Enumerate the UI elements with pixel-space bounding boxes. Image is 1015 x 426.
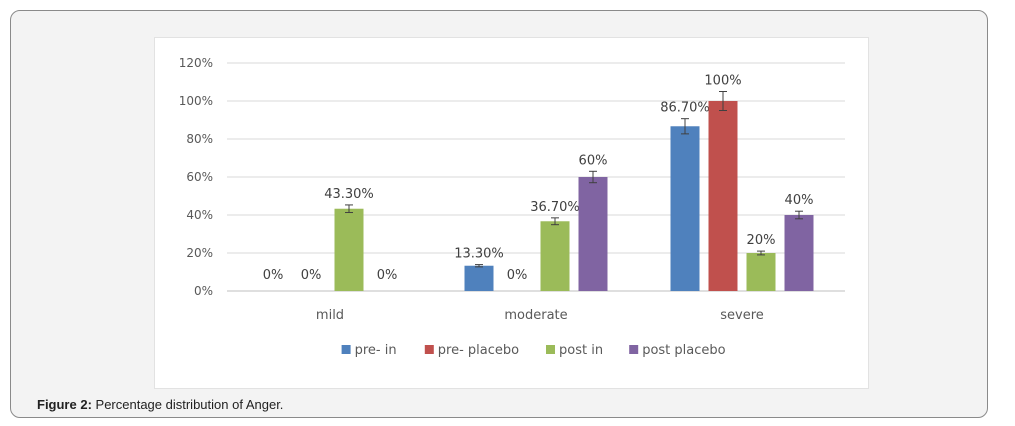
figure-caption: Figure 2: Percentage distribution of Ang…: [37, 397, 283, 412]
chart-area: 0% 20% 40% 60% 80% 100% 120% 0% 0% 43.30% 0% mild 13…: [154, 37, 869, 389]
bar: [578, 177, 608, 291]
bar: [540, 221, 570, 291]
y-tick-label: 20%: [186, 246, 213, 260]
y-tick-label: 60%: [186, 170, 213, 184]
bar-chart: 0% 20% 40% 60% 80% 100% 120% 0% 0% 43.30% 0% mild 13…: [179, 56, 845, 358]
y-tick-label: 120%: [179, 56, 213, 70]
data-label: 0%: [377, 268, 398, 283]
data-label: 100%: [704, 74, 741, 89]
bar: [708, 101, 738, 291]
y-tick-label: 100%: [179, 94, 213, 108]
data-label: 43.30%: [324, 187, 374, 202]
caption-prefix: Figure 2:: [37, 397, 92, 412]
y-tick-label: 40%: [186, 208, 213, 222]
data-label: 0%: [507, 268, 528, 283]
data-label: 0%: [301, 268, 322, 283]
legend-label: post placebo: [642, 343, 725, 358]
legend-swatch: [341, 345, 351, 354]
x-category-label: mild: [316, 308, 344, 323]
legend-label: pre- placebo: [438, 343, 519, 358]
bar: [746, 253, 776, 291]
x-category-label: severe: [720, 308, 764, 323]
legend-label: pre- in: [355, 343, 397, 358]
bar: [464, 265, 494, 291]
caption-text: Percentage distribution of Anger.: [91, 397, 284, 412]
data-label: 36.70%: [530, 200, 580, 215]
y-tick-label: 80%: [186, 132, 213, 146]
data-label: 20%: [747, 233, 776, 248]
y-tick-label: 0%: [194, 284, 213, 298]
data-label: 0%: [263, 268, 284, 283]
data-label: 86.70%: [660, 101, 710, 116]
data-label: 40%: [785, 193, 814, 208]
data-label: 60%: [579, 153, 608, 168]
legend-label: post in: [559, 343, 603, 358]
bar: [784, 215, 814, 291]
legend-swatch: [424, 345, 434, 354]
figure-frame: 0% 20% 40% 60% 80% 100% 120% 0% 0% 43.30% 0% mild 13…: [10, 10, 988, 418]
x-category-label: moderate: [504, 308, 567, 323]
bar: [670, 126, 700, 292]
legend-swatch: [546, 345, 555, 354]
legend-swatch: [629, 345, 639, 354]
data-label: 13.30%: [454, 247, 504, 262]
bar: [334, 208, 364, 291]
